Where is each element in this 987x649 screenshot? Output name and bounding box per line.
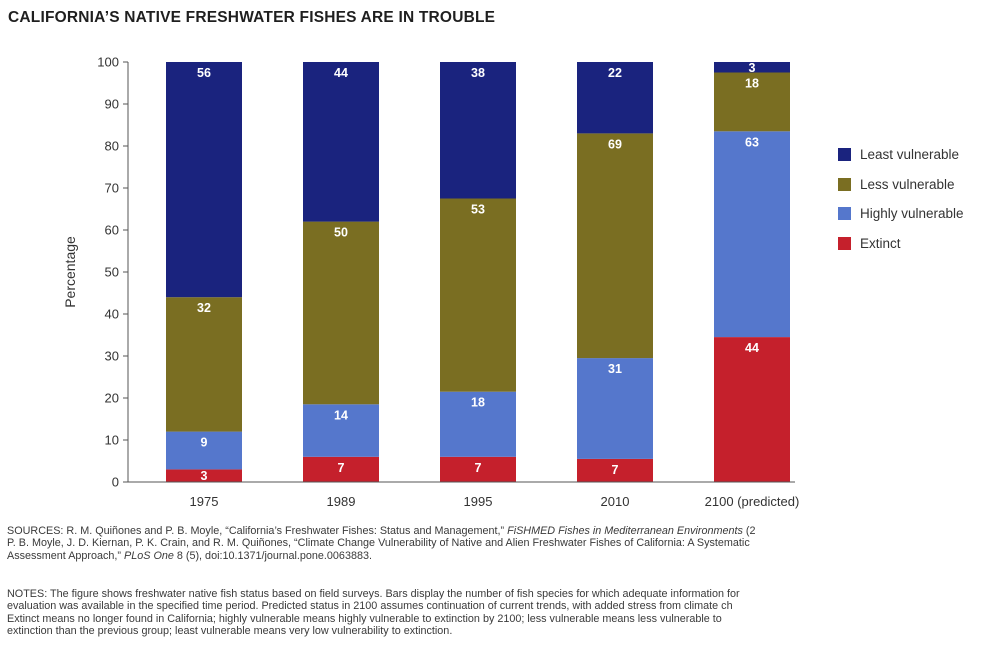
chart-title: CALIFORNIA’S NATIVE FRESHWATER FISHES AR… — [8, 9, 496, 26]
y-tick-label-50: 50 — [105, 265, 119, 280]
sources-line1-italic: FiSHMED Fishes in Mediterranean Environm… — [507, 525, 743, 537]
y-axis-title: Percentage — [62, 236, 78, 308]
legend-item-less-vulnerable: Less vulnerable — [838, 170, 987, 200]
stacked-bar-chart: 0 10 20 30 40 50 60 70 80 90 100 1975 1989 1995 2010 21… — [62, 55, 799, 510]
labels-group: 3 9 32 56 7 14 50 44 7 18 53 38 7 31 69 22 44 63 18 3 — [197, 61, 759, 483]
data-label-1975-highly-vulnerable: 9 — [201, 436, 208, 450]
notes-line1: The figure shows freshwater native fish … — [47, 588, 740, 600]
axes-group: 0 10 20 30 40 50 60 70 80 90 100 1975 1989 1995 2010 21… — [62, 55, 799, 510]
sources-line3-a: Assessment Approach,” — [7, 549, 125, 562]
bar-1995-least-vulnerable — [440, 62, 516, 199]
y-tick-label-10: 10 — [105, 433, 119, 448]
data-label-1995-least-vulnerable: 38 — [471, 66, 485, 80]
sources-line3-italic: PLoS One — [124, 549, 174, 562]
notes-label: NOTES: — [7, 588, 48, 600]
legend-item-highly-vulnerable: Highly vulnerable — [838, 199, 987, 229]
bar-1989-least-vulnerable — [303, 62, 379, 222]
legend-swatch-least-vulnerable — [838, 148, 851, 162]
legend-swatch-less-vulnerable — [838, 177, 851, 191]
notes-line3: Extinct means no longer found in Califor… — [7, 612, 722, 625]
data-label-1989-less-vulnerable: 50 — [334, 226, 348, 240]
data-label-2100-predicted-extinct: 44 — [745, 341, 759, 355]
sources-note: SOURCES: R. M. Quiñones and P. B. Moyle,… — [7, 525, 987, 562]
data-label-1975-least-vulnerable: 56 — [197, 66, 211, 80]
bar-2010-extinct — [577, 458, 653, 482]
data-label-1989-extinct: 7 — [338, 461, 345, 475]
notes-line2: evaluation was available in the specifie… — [7, 600, 733, 613]
bar-2010-least-vulnerable — [577, 62, 653, 134]
data-label-2100-predicted-least-vulnerable: 3 — [749, 61, 756, 75]
bar-1975-extinct — [166, 469, 242, 482]
bar-1995-extinct — [440, 456, 516, 482]
x-tick-label-1989: 1989 — [327, 494, 356, 509]
legend: Least vulnerable Less vulnerable Highly … — [838, 140, 987, 258]
bar-1975-highly-vulnerable — [166, 431, 242, 470]
y-tick-label-40: 40 — [105, 307, 119, 322]
legend-label-least-vulnerable: Least vulnerable — [860, 147, 960, 163]
y-tick-label-70: 70 — [105, 181, 119, 196]
legend-item-extinct: Extinct — [838, 229, 987, 259]
bar-2100-predicted-less-vulnerable — [714, 72, 790, 132]
data-label-1995-highly-vulnerable: 18 — [471, 396, 485, 410]
bar-1975-least-vulnerable — [166, 62, 242, 298]
sources-label: SOURCES: — [7, 525, 64, 537]
bar-1989-highly-vulnerable — [303, 404, 379, 457]
data-label-1975-extinct: 3 — [201, 469, 208, 483]
bar-1975-less-vulnerable — [166, 297, 242, 432]
y-tick-label-30: 30 — [105, 349, 119, 364]
bar-1995-highly-vulnerable — [440, 391, 516, 457]
x-tick-label-2100-predicted: 2100 (predicted) — [705, 494, 800, 509]
y-tick-label-20: 20 — [105, 391, 119, 406]
bar-1989-less-vulnerable — [303, 221, 379, 405]
legend-swatch-highly-vulnerable — [838, 207, 851, 221]
bars-group — [166, 62, 790, 482]
bar-2010-less-vulnerable — [577, 133, 653, 359]
legend-label-less-vulnerable: Less vulnerable — [860, 176, 955, 192]
data-label-2100-predicted-less-vulnerable: 18 — [745, 77, 759, 91]
y-tick-label-60: 60 — [105, 223, 119, 238]
data-label-1975-less-vulnerable: 32 — [197, 301, 211, 315]
legend-label-highly-vulnerable: Highly vulnerable — [860, 206, 964, 222]
data-label-1995-extinct: 7 — [475, 461, 482, 475]
sources-line1-a: R. M. Quiñones and P. B. Moyle, “Califor… — [63, 525, 508, 537]
y-tick-label-100: 100 — [97, 55, 119, 70]
sources-line1-b: (2 — [742, 525, 756, 537]
legend-item-least-vulnerable: Least vulnerable — [838, 140, 987, 170]
y-tick-label-0: 0 — [112, 475, 119, 490]
x-tick-label-1995: 1995 — [464, 494, 493, 509]
y-tick-label-80: 80 — [105, 139, 119, 154]
data-label-2010-less-vulnerable: 69 — [608, 137, 622, 151]
sources-line3-b: 8 (5), doi:10.1371/journal.pone.0063883. — [173, 549, 372, 562]
bar-2100-predicted-least-vulnerable — [714, 62, 790, 73]
data-label-2010-extinct: 7 — [612, 463, 619, 477]
data-label-1995-less-vulnerable: 53 — [471, 203, 485, 217]
x-tick-label-2010: 2010 — [601, 494, 630, 509]
data-label-2010-highly-vulnerable: 31 — [608, 362, 622, 376]
bar-2100-predicted-highly-vulnerable — [714, 131, 790, 338]
sources-line2: P. B. Moyle, J. D. Kiernan, P. K. Crain,… — [7, 537, 750, 550]
bar-2100-predicted-extinct — [714, 337, 790, 482]
notes-line4: extinction than the previous group; leas… — [7, 624, 453, 637]
data-label-2100-predicted-highly-vulnerable: 63 — [745, 135, 759, 149]
x-tick-label-1975: 1975 — [190, 494, 219, 509]
legend-label-extinct: Extinct — [860, 235, 901, 251]
data-label-1989-least-vulnerable: 44 — [334, 66, 348, 80]
bar-1989-extinct — [303, 456, 379, 482]
data-label-1989-highly-vulnerable: 14 — [334, 408, 348, 422]
data-label-2010-least-vulnerable: 22 — [608, 66, 622, 80]
bar-1995-less-vulnerable — [440, 198, 516, 392]
legend-swatch-extinct — [838, 236, 851, 250]
notes-note: NOTES: The figure shows freshwater nativ… — [7, 588, 987, 637]
bar-2010-highly-vulnerable — [577, 358, 653, 459]
y-tick-label-90: 90 — [105, 97, 119, 112]
